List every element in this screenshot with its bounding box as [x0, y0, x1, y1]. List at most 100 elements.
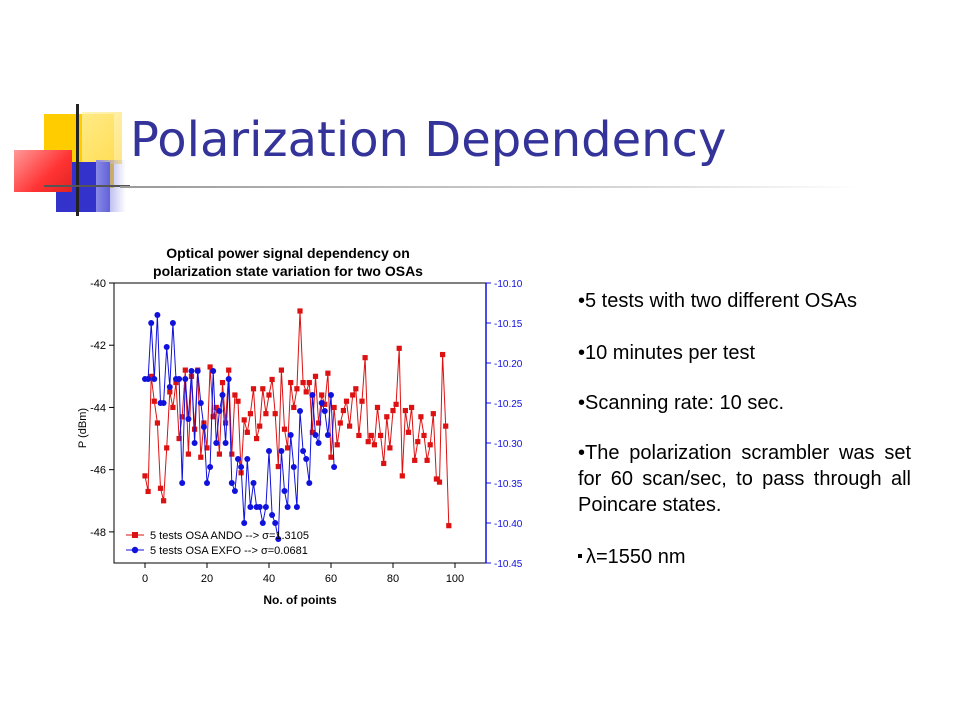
data-point-ando: [148, 373, 154, 379]
data-point-ando: [275, 463, 281, 470]
data-point-exfo: [278, 448, 285, 454]
data-point-ando: [390, 407, 396, 414]
polarization-chart: Optical power signal dependency on polar…: [77, 245, 523, 607]
data-point-exfo: [210, 368, 217, 374]
data-point-exfo: [231, 488, 238, 494]
data-point-ando: [216, 451, 222, 457]
data-point-exfo: [256, 504, 263, 510]
data-point-exfo: [145, 376, 152, 382]
data-point-ando: [151, 398, 157, 404]
data-point-ando: [312, 373, 319, 379]
data-point-exfo: [321, 408, 328, 414]
data-point-ando: [291, 404, 297, 411]
data-point-ando: [443, 423, 449, 429]
data-point-ando: [294, 386, 300, 392]
data-point-ando: [337, 420, 343, 426]
data-point-ando: [306, 379, 312, 386]
data-point-exfo: [250, 480, 257, 486]
data-point-exfo: [241, 520, 248, 526]
data-point-ando: [223, 420, 229, 426]
data-point-ando: [254, 435, 260, 442]
data-point-ando: [343, 398, 350, 404]
right-tick-label: -10.30: [494, 439, 523, 450]
data-point-ando: [319, 392, 325, 398]
legend-entry-exfo: 5 tests OSA EXFO --> σ=0.0681: [150, 545, 308, 557]
data-point-exfo: [272, 520, 279, 526]
data-point-exfo: [284, 504, 291, 510]
left-tick-label: -46: [90, 465, 106, 477]
data-point-exfo: [179, 480, 186, 486]
legend-entry-ando: 5 tests OSA ANDO --> σ=1.3105: [150, 530, 309, 542]
data-point-exfo: [275, 536, 282, 542]
data-point-ando: [173, 379, 179, 386]
data-point-ando: [418, 414, 424, 420]
data-point-exfo: [185, 416, 192, 422]
wavelength-text: λ=1550 nm: [586, 546, 686, 568]
left-axis-label: P (dBm): [77, 408, 89, 448]
data-point-exfo: [309, 392, 316, 398]
data-point-exfo: [204, 480, 210, 486]
data-point-ando: [213, 404, 219, 411]
data-point-exfo: [244, 456, 251, 462]
data-point-exfo: [207, 464, 214, 470]
data-point-ando: [219, 379, 226, 386]
chart-title-line-1: Optical power signal dependency on: [166, 245, 410, 261]
data-point-ando: [257, 423, 263, 429]
deco-horizontal-rule: [44, 185, 130, 187]
data-point-exfo: [222, 440, 229, 446]
data-point-ando: [353, 386, 359, 392]
bullet-item: •5 tests with two different OSAs: [578, 290, 857, 312]
data-point-ando: [269, 376, 275, 383]
data-point-ando: [309, 429, 315, 435]
data-point-exfo: [151, 376, 158, 382]
data-point-exfo: [312, 432, 319, 438]
data-point-exfo: [235, 456, 241, 462]
data-point-ando: [405, 429, 412, 435]
data-point-ando: [412, 457, 418, 463]
data-point-ando: [365, 439, 371, 445]
data-point-ando: [436, 479, 443, 485]
right-tick-label: -10.15: [494, 319, 523, 330]
data-point-ando: [142, 473, 148, 479]
data-point-ando: [157, 485, 164, 491]
deco-yellow-fade: [82, 112, 122, 164]
data-point-exfo: [281, 488, 288, 494]
data-point-ando: [179, 414, 185, 420]
data-point-exfo: [262, 504, 269, 510]
data-point-ando: [229, 451, 235, 457]
x-tick-label: 100: [446, 573, 464, 585]
data-point-exfo: [247, 504, 254, 510]
chart-title-line-2: polarization state variation for two OSA…: [153, 263, 423, 279]
data-point-ando: [303, 389, 309, 395]
data-point-ando: [272, 411, 278, 417]
data-point-ando: [396, 345, 402, 351]
data-point-exfo: [328, 392, 334, 398]
data-point-exfo: [194, 368, 201, 374]
right-tick-label: -10.10: [494, 279, 523, 290]
data-point-ando: [207, 364, 213, 370]
data-point-ando: [322, 401, 328, 407]
data-point-ando: [281, 426, 288, 432]
data-point-exfo: [197, 400, 204, 406]
data-point-exfo: [324, 432, 331, 438]
data-point-exfo: [315, 440, 322, 446]
data-point-ando: [424, 457, 430, 463]
data-point-ando: [384, 414, 390, 420]
data-point-exfo: [200, 424, 207, 430]
data-point-exfo: [331, 464, 338, 470]
data-point-ando: [371, 442, 377, 448]
series-layer: [142, 308, 452, 542]
data-point-ando: [331, 404, 337, 411]
bullet-item: •Scanning rate: 10 sec.: [578, 392, 785, 414]
deco-vertical-rule: [76, 104, 79, 216]
bullet-item: •The polarization scrambler was set for …: [578, 442, 911, 516]
data-point-ando: [232, 392, 238, 398]
right-tick-label: -10.40: [494, 519, 523, 530]
data-point-ando: [164, 445, 170, 451]
data-point-exfo: [297, 408, 303, 414]
data-point-exfo: [176, 376, 183, 382]
data-point-ando: [182, 367, 188, 373]
data-point-ando: [204, 445, 210, 451]
legend: 5 tests OSA ANDO --> σ=1.3105 5 tests OS…: [126, 530, 309, 557]
data-point-ando: [176, 435, 182, 442]
